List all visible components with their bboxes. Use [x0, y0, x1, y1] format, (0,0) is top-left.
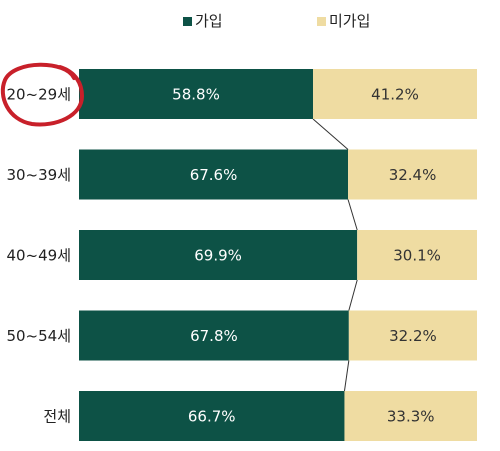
legend: 가입 미가입: [183, 12, 370, 30]
highlight-annotation: [0, 62, 85, 127]
connector-line-2: [347, 199, 358, 231]
data-label-joined-1: 58.8%: [172, 86, 220, 104]
bar-notjoined-2: [348, 149, 477, 200]
data-label-joined-5: 66.7%: [188, 408, 236, 426]
bar-notjoined-5: [344, 391, 477, 441]
category-label-3: 40~49세: [6, 247, 71, 265]
bar-joined-2: [79, 149, 349, 200]
data-label-notjoined-2: 32.4%: [389, 166, 437, 184]
category-label-4: 50~54세: [6, 327, 71, 345]
data-label-notjoined-3: 30.1%: [393, 247, 441, 265]
data-label-notjoined-1: 41.2%: [371, 86, 419, 104]
bar-joined-5: [79, 391, 345, 441]
bar-notjoined-3: [357, 230, 477, 280]
legend-swatch-1: [183, 17, 192, 26]
category-label-2: 30~39세: [6, 166, 71, 184]
highlight-circle: [0, 62, 85, 127]
bar-joined-1: [79, 69, 314, 119]
data-label-notjoined-4: 32.2%: [389, 327, 437, 345]
data-label-joined-4: 67.8%: [190, 327, 238, 345]
legend-swatch-2: [317, 17, 326, 26]
bar-notjoined-4: [348, 310, 477, 361]
bars: 58.8% 41.2% 67.6% 32.4% 69.9% 30.1% 67.8% 32.2%…: [79, 69, 477, 441]
bar-notjoined-1: [313, 69, 477, 119]
bar-joined-4: [79, 310, 349, 361]
data-label-joined-3: 69.9%: [194, 247, 242, 265]
connector-lines: [312, 118, 358, 392]
data-label-notjoined-5: 33.3%: [387, 408, 435, 426]
connector-line-1: [312, 118, 349, 150]
bar-joined-3: [79, 230, 358, 280]
legend-label-2: 미가입: [329, 12, 370, 30]
connector-line-3: [348, 279, 358, 311]
connector-line-4: [343, 360, 350, 392]
category-label-5: 전체: [43, 408, 71, 426]
data-label-joined-2: 67.6%: [190, 166, 238, 184]
legend-label-1: 가입: [195, 12, 223, 30]
category-label-1: 20~29세: [6, 86, 71, 104]
